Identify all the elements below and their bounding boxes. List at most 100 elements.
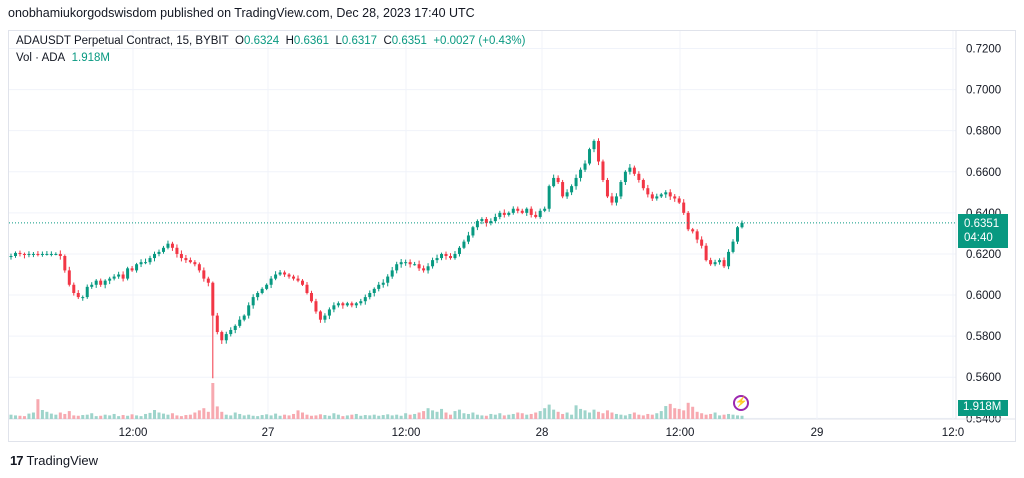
- candle-body: [614, 196, 618, 203]
- lightning-icon[interactable]: ⚡: [733, 395, 749, 411]
- candle-body: [206, 278, 210, 283]
- candle-body: [534, 214, 538, 217]
- candle-body: [480, 219, 484, 222]
- volume-bar: [565, 412, 569, 419]
- candle-body: [175, 247, 179, 254]
- volume-bar: [677, 408, 681, 419]
- candle-body: [565, 192, 569, 197]
- candle-body: [238, 319, 242, 326]
- volume-bar: [507, 414, 511, 419]
- footer-brand[interactable]: 17 TradingView: [10, 453, 98, 468]
- candle-body: [727, 251, 731, 267]
- candle-body: [126, 268, 130, 279]
- volume-bar: [448, 414, 452, 419]
- symbol-name[interactable]: ADAUSDT Perpetual Contract, 15, BYBIT: [16, 35, 229, 47]
- candle-body: [247, 305, 251, 316]
- volume-bar: [170, 413, 174, 419]
- volume-bar: [588, 412, 592, 419]
- volume-bar: [292, 413, 296, 419]
- volume-bar: [296, 410, 300, 419]
- volume-bar: [484, 415, 488, 419]
- volume-bar: [332, 413, 336, 419]
- low-label: L: [335, 35, 342, 47]
- candle-body: [484, 219, 488, 224]
- volume-bar: [386, 414, 390, 419]
- candle-body: [704, 245, 708, 261]
- candle-body: [718, 260, 722, 263]
- volume-bar: [619, 414, 623, 419]
- volume-bar: [417, 412, 421, 419]
- volume-bar: [740, 415, 744, 419]
- volume-bar: [336, 414, 340, 419]
- volume-bar: [144, 413, 148, 419]
- candle-body: [399, 262, 403, 265]
- volume-label[interactable]: Vol · ADA: [16, 52, 66, 64]
- candle-body: [677, 198, 681, 203]
- volume-bar: [502, 415, 506, 419]
- candle-body: [233, 325, 237, 330]
- candle-body: [543, 208, 547, 211]
- candle-body: [94, 280, 98, 285]
- volume-bar: [668, 403, 672, 419]
- volume-bar: [215, 406, 219, 419]
- volume-bar: [76, 415, 80, 419]
- candle-body: [139, 262, 143, 265]
- y-tick-label: 0.6200: [966, 249, 1001, 261]
- candle-body: [466, 235, 470, 242]
- volume-bar: [36, 399, 40, 419]
- volume-bar: [135, 415, 139, 419]
- volume-bar: [139, 416, 143, 419]
- high-value: 0.6361: [293, 35, 330, 47]
- candle-body: [422, 268, 426, 271]
- candle-body: [274, 274, 278, 279]
- volume-bar: [525, 414, 529, 419]
- candle-body: [121, 274, 125, 279]
- candle-body: [659, 194, 663, 197]
- volume-bar: [58, 412, 62, 419]
- candle-body: [22, 253, 26, 255]
- volume-legend: Vol · ADA 1.918M: [16, 52, 110, 64]
- chart-area[interactable]: 0.72000.70000.68000.66000.64000.62000.60…: [8, 30, 1016, 442]
- candle-body: [413, 264, 417, 266]
- volume-bar: [453, 411, 457, 419]
- candle-body: [529, 208, 533, 215]
- volume-bar: [704, 414, 708, 419]
- volume-bar: [466, 413, 470, 419]
- volume-bar: [372, 414, 376, 419]
- candle-body: [287, 274, 291, 277]
- x-tick-label: 29: [811, 427, 824, 439]
- candle-body: [130, 268, 134, 271]
- volume-bar: [511, 413, 515, 419]
- candle-body: [426, 266, 430, 271]
- candle-body: [36, 253, 40, 255]
- volume-bar: [413, 413, 417, 419]
- candle-body: [265, 284, 269, 289]
- candle-body: [722, 260, 726, 267]
- candle-body: [224, 334, 228, 341]
- volume-bar: [632, 412, 636, 419]
- volume-bar: [224, 414, 228, 419]
- candle-body: [431, 260, 435, 267]
- candle-body: [327, 309, 331, 316]
- volume-bar: [211, 383, 215, 419]
- candle-body: [184, 258, 188, 261]
- volume-bar: [592, 409, 596, 419]
- candle-body: [691, 229, 695, 232]
- y-tick-label: 0.7200: [966, 43, 1001, 55]
- candle-body: [605, 179, 609, 197]
- tradingview-logo-icon: 17: [10, 453, 24, 468]
- volume-bar: [713, 412, 717, 419]
- candle-body: [709, 260, 713, 265]
- volume-bar: [637, 414, 641, 419]
- candle-body: [54, 253, 58, 255]
- candle-body: [188, 260, 192, 263]
- candle-body: [623, 171, 627, 183]
- candle-body: [664, 192, 668, 195]
- volume-bar: [341, 416, 345, 419]
- candlestick-chart[interactable]: 0.72000.70000.68000.66000.64000.62000.60…: [9, 31, 1016, 442]
- volume-bar: [462, 413, 466, 419]
- volume-bar: [81, 415, 85, 419]
- volume-bar: [269, 415, 273, 419]
- x-tick-label: 12:00: [392, 427, 421, 439]
- volume-bar: [498, 413, 502, 419]
